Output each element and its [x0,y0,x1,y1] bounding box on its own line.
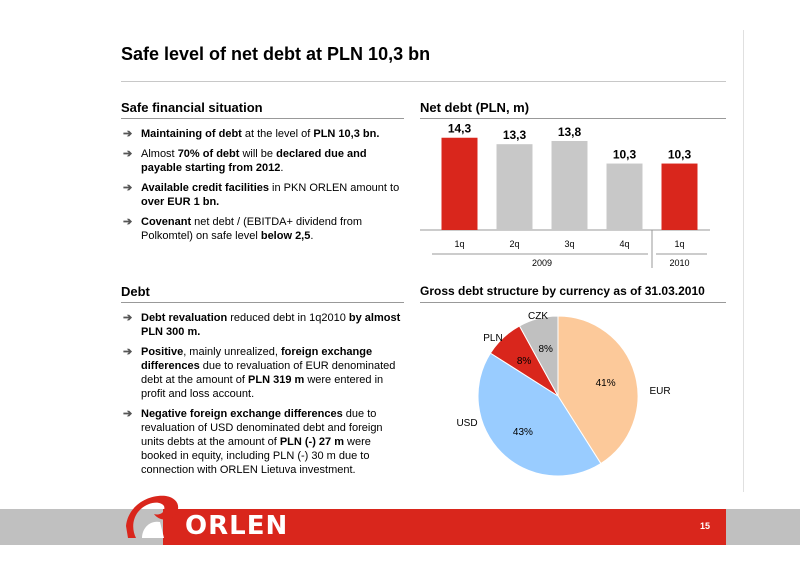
page-title: Safe level of net debt at PLN 10,3 bn [121,44,431,64]
financial-bullet-4: ➔ Covenant net debt / (EBITDA+ dividend f… [121,215,403,243]
bullet-text-segment: Covenant [141,216,192,228]
arrow-bullet-icon: ➔ [123,148,133,160]
bar-value-label: 13,3 [503,128,527,142]
bullet-text-segment: below 2,5 [260,230,311,242]
pie-value-label: 43% [513,427,533,438]
net-debt-bar-chart: 14,3 1q 13,3 2q 13,8 3q 10,3 4q 10,3 1q 2009 2010 [420,122,710,268]
financial-heading: Safe financial situation [121,100,263,115]
bullet-text-segment: were booked in equity, including PLN (-)… [141,436,371,476]
bullet-text-segment: net debt / (EBITDA+ dividend from Polkom… [141,216,363,242]
financial-bullet-list: ➔ Maintaining of debt at the level of PLN… [121,127,403,249]
bullet-text-segment: declared due and payable starting from 2… [141,148,367,174]
arrow-bullet-icon: ➔ [123,128,133,140]
debt-bullet-3: ➔ Negative foreign exchange differences d… [121,407,403,477]
bar-group-label: 2009 [532,258,552,268]
pie-value-label: 41% [596,378,616,389]
bullet-text-segment: reduced debt in 1q2010 [227,312,349,324]
bullet-text-segment: PLN (-) 27 m [279,436,344,448]
pie-heading-rule [420,302,726,303]
bullet-text-segment: due to revaluation of EUR denominated de… [141,360,396,386]
arrow-bullet-icon: ➔ [123,408,133,420]
right-edge-line [743,30,744,492]
debt-heading-rule [121,302,404,303]
bar-category-label: 2q [509,239,519,249]
debt-bullet-2: ➔ Positive, mainly unrealized, foreign ex… [121,345,403,401]
bullet-text-segment: Maintaining of debt [141,128,242,140]
financial-bullet-2: ➔ Almost 70% of debt will be declared due… [121,147,403,175]
arrow-bullet-icon: ➔ [123,346,133,358]
pie-category-label: USD [456,418,477,429]
bullet-text-segment: . [280,162,284,174]
bar-value-label: 10,3 [613,148,637,162]
debt-heading: Debt [121,284,150,299]
orlen-eagle-logo-icon [126,495,179,538]
arrow-bullet-icon: ➔ [123,312,133,324]
net-debt-heading: Net debt (PLN, m) [420,100,530,115]
pie-category-label: CZK [528,311,548,322]
bullet-text-segment: 70% of debt [177,148,240,160]
bullet-text-segment: Available credit facilities [141,182,269,194]
bullet-text-segment: . [310,230,314,242]
bar-5 [661,163,698,230]
bar-category-label: 1q [674,239,684,249]
bullet-text-segment: will be [239,148,277,160]
orlen-logo-text: ORLEN [185,511,289,541]
title-divider [121,81,726,82]
bar-category-label: 4q [619,239,629,249]
pie-category-label: EUR [649,386,670,397]
financial-bullet-3: ➔ Available credit facilities in PKN ORLE… [121,181,403,209]
bar-1 [441,137,478,230]
bullet-text-segment: at the level of [241,128,314,140]
pie-slice-czk [518,315,559,397]
bar-value-label: 10,3 [668,148,692,162]
bullet-text-segment: due to revaluation of USD denominated de… [141,408,383,448]
arrow-bullet-icon: ➔ [123,182,133,194]
bar-value-label: 14,3 [448,122,472,136]
bullet-text-segment: PLN 319 m [248,374,305,386]
bullet-text-segment: over EUR 1 bn. [141,196,220,208]
financial-heading-rule [121,118,404,119]
financial-bullet-1: ➔ Maintaining of debt at the level of PLN… [121,127,403,141]
pie-heading: Gross debt structure by currency as of 3… [420,284,705,298]
bar-value-label: 13,8 [558,125,582,139]
bar-2 [496,144,533,230]
bullet-text-segment: Almost [141,148,178,160]
bullet-text-segment: foreign exchange differences [141,346,373,372]
bar-category-label: 3q [564,239,574,249]
bullet-text-segment: Negative foreign exchange differences [141,408,343,420]
pie-category-label: PLN [483,333,502,344]
pie-value-label: 8% [538,344,553,355]
bar-group-label: 2010 [669,258,689,268]
page-number: 15 [700,521,711,531]
bullet-text-segment: , mainly unrealized, [183,346,282,358]
bar-category-label: 1q [454,239,464,249]
bullet-text-segment: by almost PLN 300 m. [141,312,401,338]
net-debt-heading-rule [420,118,726,119]
bar-4 [606,163,643,230]
bullet-text-segment: Positive [141,346,184,358]
debt-bullet-1: ➔ Debt revaluation reduced debt in 1q2010… [121,311,403,339]
pie-slice-usd [477,352,602,477]
pie-value-label: 8% [517,356,532,367]
debt-bullet-list: ➔ Debt revaluation reduced debt in 1q2010… [121,311,403,483]
arrow-bullet-icon: ➔ [123,216,133,228]
bullet-text-segment: PLN 10,3 bn. [313,128,380,140]
gross-debt-pie-chart: 41% EUR 43% USD 8% PLN 8% CZK [456,311,671,477]
bullet-text-segment: were entered in profit and loss account. [141,374,384,400]
footer-red-band [163,509,726,545]
bullet-text-segment: Debt revaluation [141,312,228,324]
bullet-text-segment: in PKN ORLEN amount to [268,182,400,194]
bar-3 [551,140,588,230]
